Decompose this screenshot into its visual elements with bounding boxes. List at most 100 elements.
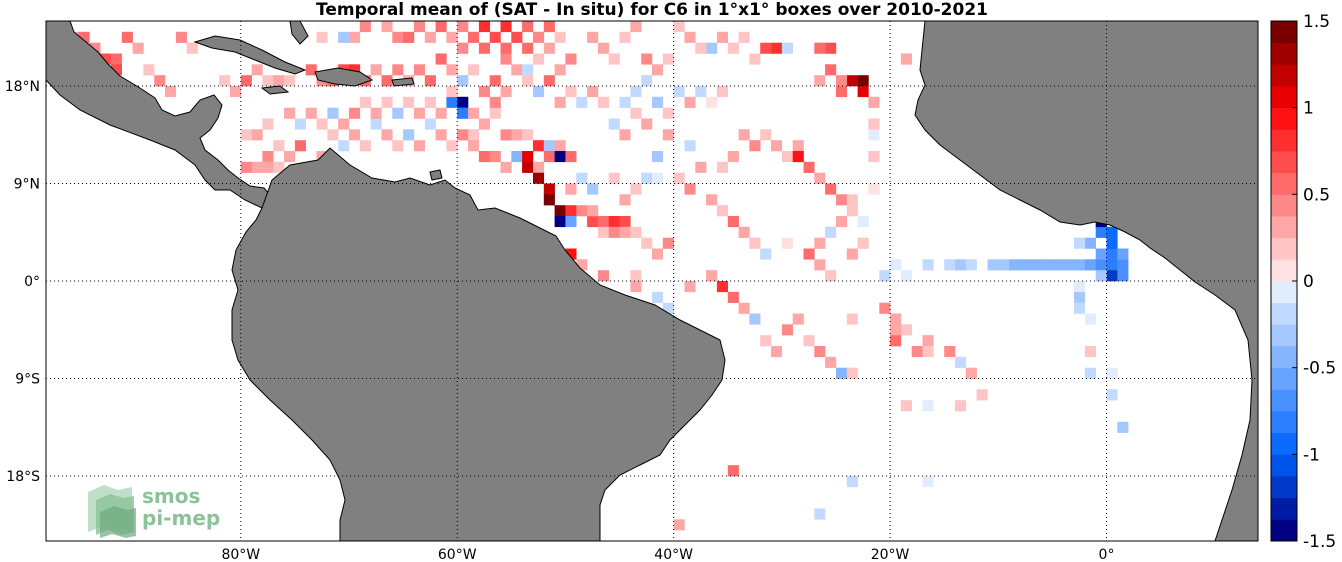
heatmap-cell [500, 42, 512, 54]
heatmap-cell [781, 151, 793, 163]
landmass-africa [914, 21, 1258, 541]
heatmap-cell [846, 248, 858, 260]
heatmap-cell [576, 172, 588, 184]
heatmap-cell [392, 31, 404, 43]
heatmap-cell [944, 346, 956, 358]
heatmap-cell [576, 96, 588, 108]
heatmap-cell [543, 183, 555, 195]
heatmap-cell [727, 291, 739, 303]
map-frame [45, 20, 1259, 542]
latitude-labels: 18°N 9°N 0° 9°S 18°S [5, 79, 40, 485]
heatmap-cell [554, 96, 566, 108]
heatmap-cell [630, 183, 642, 195]
heatmap-cell [716, 31, 728, 43]
heatmap-cell [781, 237, 793, 249]
heatmap-cell [673, 86, 685, 98]
heatmap-cell [370, 64, 382, 76]
landmass-trinidad [429, 169, 443, 181]
heatmap-cell [749, 313, 761, 325]
heatmap-cell [608, 172, 620, 184]
landmass-puerto-rico [391, 77, 415, 87]
heatmap-cell [327, 129, 339, 141]
colorbar-swatch [1271, 107, 1297, 130]
heatmap-cell [511, 31, 523, 43]
heatmap-cell [1074, 281, 1086, 293]
heatmap-cell [413, 140, 425, 152]
heatmap-cell [359, 140, 371, 152]
heatmap-cell [836, 216, 848, 228]
heatmap-cell [727, 465, 739, 477]
heatmap-cell [294, 118, 306, 130]
heatmap-cell [143, 64, 155, 76]
heatmap-cell [511, 129, 523, 141]
heatmap-cell [489, 107, 501, 119]
lat-tick-label: 18°N [5, 79, 40, 95]
heatmap-cell [890, 259, 902, 271]
heatmap-cell [641, 237, 653, 249]
heatmap-cell [630, 270, 642, 282]
heatmap-cell [922, 259, 934, 271]
heatmap-cell [922, 335, 934, 347]
heatmap-cell [500, 53, 512, 65]
heatmap-cell [684, 140, 696, 152]
heatmap-cell [522, 42, 534, 54]
heatmap-cell [1084, 346, 1096, 358]
heatmap-cell [403, 31, 415, 43]
heatmap-cell [565, 53, 577, 65]
heatmap-cell [446, 96, 458, 108]
heatmap-cell [706, 42, 718, 54]
heatmap-cell [587, 205, 599, 217]
heatmap-cell [359, 96, 371, 108]
heatmap-cell [760, 335, 772, 347]
heatmap-cell [738, 129, 750, 141]
lon-tick-label: 60°W [438, 547, 477, 562]
heatmap-cell [554, 205, 566, 217]
heatmap-cell [500, 161, 512, 173]
heatmap-cell [944, 259, 956, 271]
heatmap-cell [1074, 237, 1086, 249]
heatmap-cell [413, 21, 425, 33]
heatmap-cell [110, 53, 122, 65]
heatmap-cell [489, 151, 501, 163]
heatmap-cell [716, 281, 728, 293]
heatmap-cell [533, 172, 545, 184]
heatmap-cell [576, 205, 588, 217]
heatmap-cell [879, 302, 891, 314]
heatmap-cell [662, 53, 674, 65]
heatmap-cell [468, 64, 480, 76]
logo-text-pi-mep: pi-mep [142, 506, 220, 530]
heatmap-cell [457, 96, 469, 108]
heatmap-cell [900, 53, 912, 65]
heatmap-cell [1009, 259, 1021, 271]
heatmap-cell [652, 291, 664, 303]
heatmap-cell [673, 172, 685, 184]
heatmap-cell [836, 367, 848, 379]
lat-tick-label: 9°N [14, 177, 40, 193]
heatmap-cell [457, 42, 469, 54]
heatmap-cell [316, 31, 328, 43]
heatmap-cell [435, 53, 447, 65]
heatmap-cell [349, 31, 361, 43]
heatmap-cell [652, 96, 664, 108]
heatmap-cell [998, 259, 1010, 271]
heatmap-cell [262, 151, 274, 163]
heatmap-cell [825, 356, 837, 368]
colorbar-swatch [1271, 497, 1297, 520]
heatmap-cell [89, 42, 101, 54]
heatmap-cell [803, 161, 815, 173]
heatmap-cell [1095, 270, 1107, 282]
heatmap-cell [316, 118, 328, 130]
heatmap-cell [543, 194, 555, 206]
heatmap-cell [165, 86, 177, 98]
heatmap-cell [814, 346, 826, 358]
heatmap-cell [565, 151, 577, 163]
heatmap-cell [543, 21, 555, 33]
heatmap-cell [1019, 259, 1031, 271]
heatmap-cell [500, 86, 512, 98]
heatmap-cell [900, 270, 912, 282]
heatmap-cell [738, 302, 750, 314]
heatmap-cell [121, 31, 133, 43]
heatmap-cell [900, 324, 912, 336]
heatmap-cell [533, 140, 545, 152]
